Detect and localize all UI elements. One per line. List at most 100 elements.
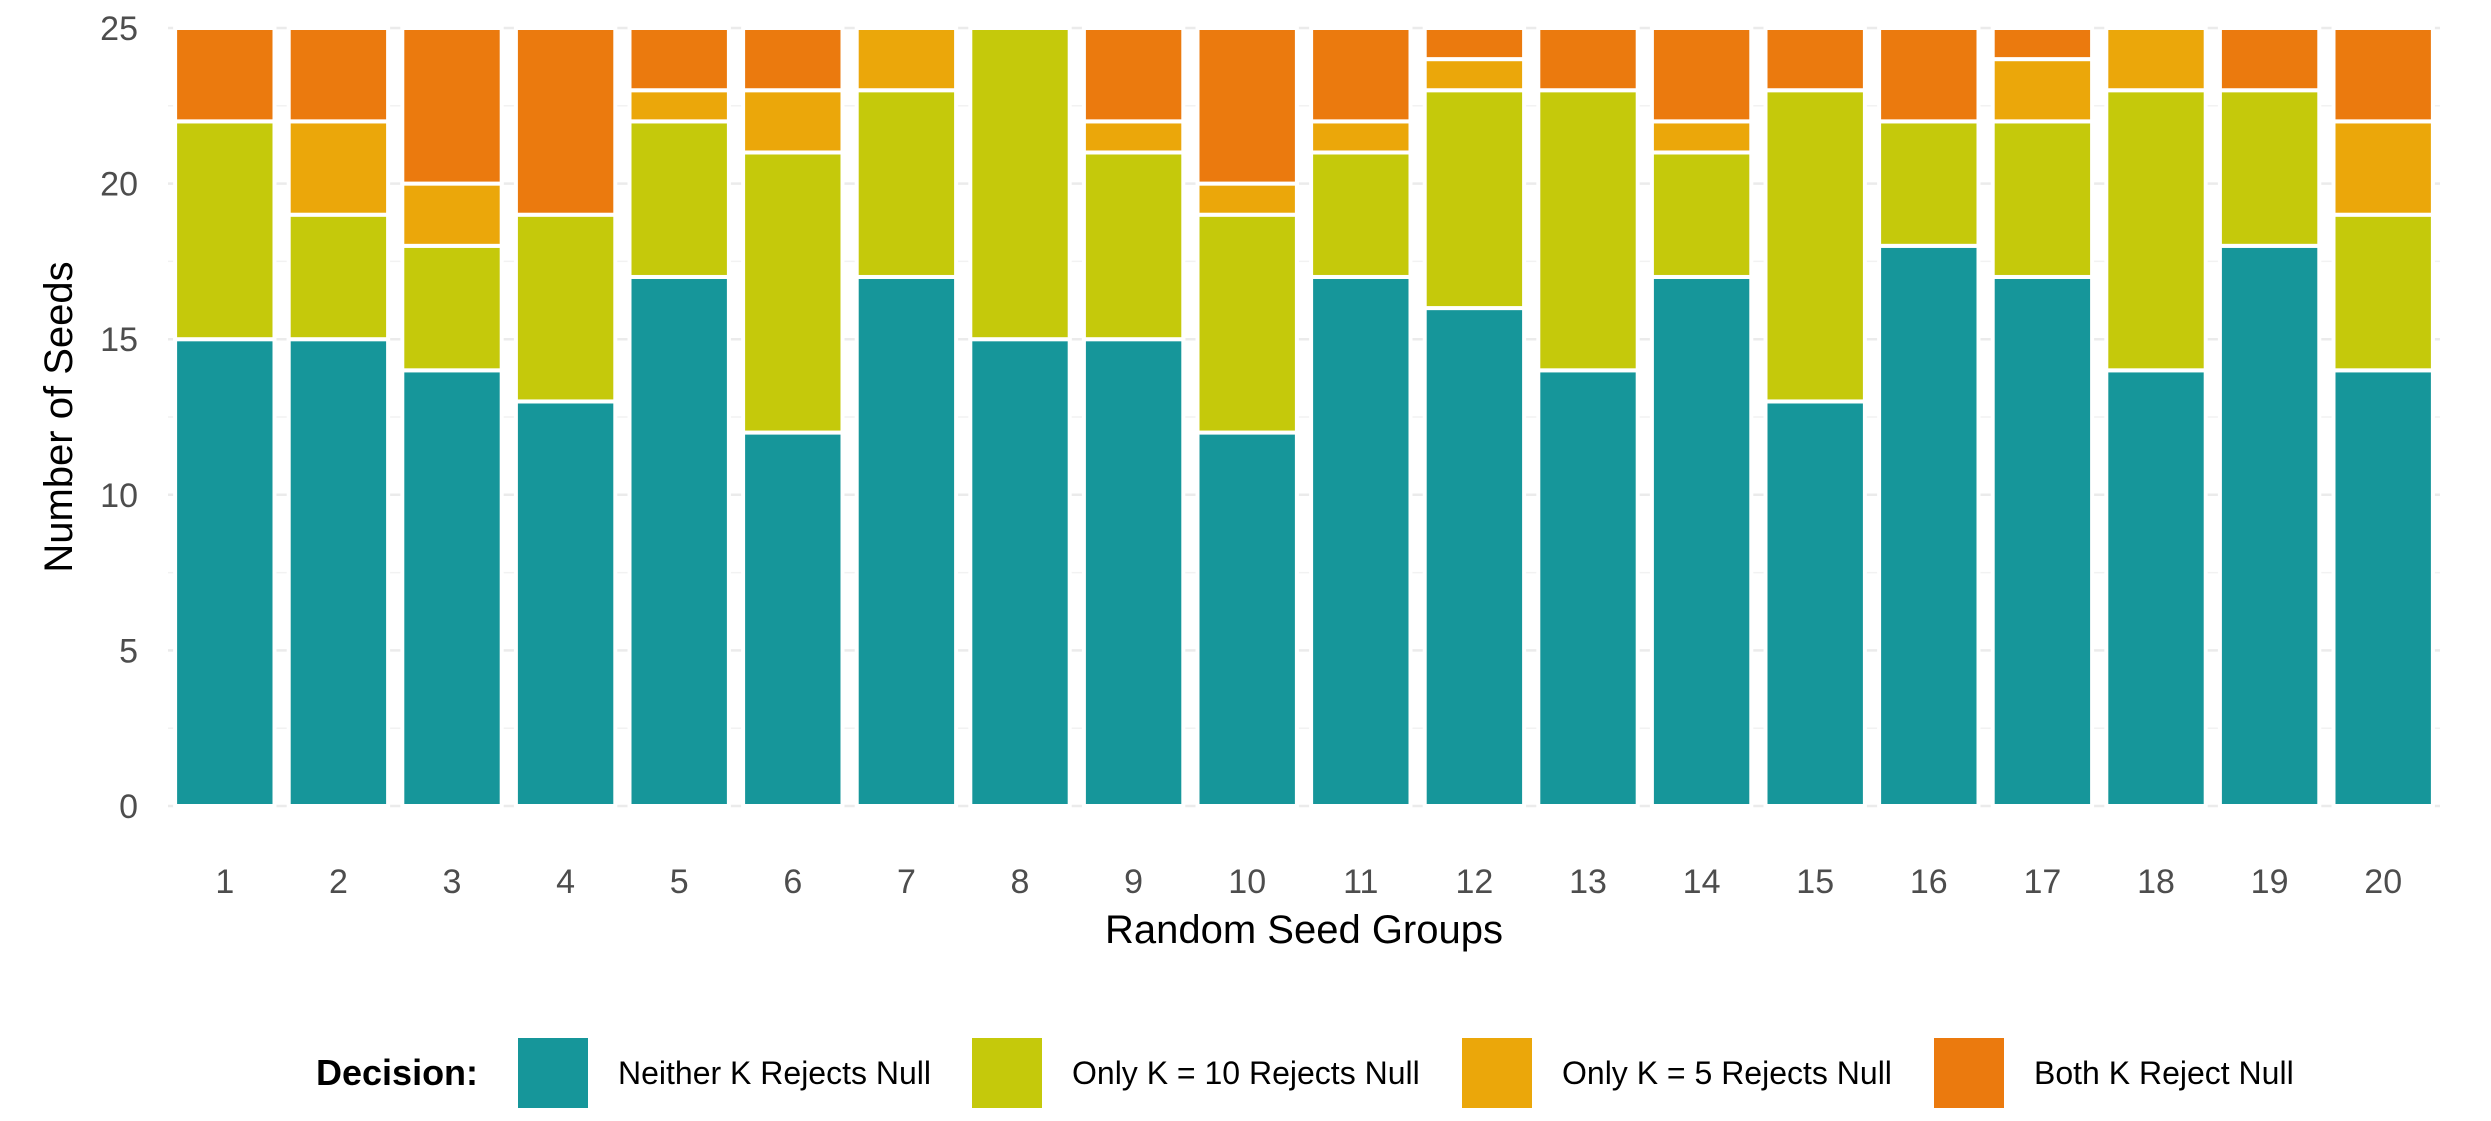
bar-segment-2-group-3 (400, 243, 504, 373)
bar-segment-4-group-5 (627, 26, 731, 93)
bar-segment-3-group-20 (2331, 119, 2435, 217)
bar-segment-3-group-12 (1422, 57, 1527, 93)
y-axis-ticks: 0 5 10 15 20 25 (100, 10, 138, 826)
x-tick-label: 9 (1124, 863, 1143, 901)
bar-segment-1-group-14 (1649, 274, 1754, 808)
x-tick-label: 14 (1683, 863, 1721, 901)
bar-segment-3-group-6 (741, 88, 845, 155)
bar-segment-2-group-17 (1990, 119, 2095, 279)
bar-segment-4-group-2 (286, 26, 391, 124)
bar-segment-1-group-13 (1536, 368, 1640, 808)
bar-segment-3-group-14 (1649, 119, 1754, 155)
bar-segment-1-group-18 (2104, 368, 2208, 808)
bar-segment-1-group-3 (400, 368, 504, 808)
x-tick-label: 8 (1011, 863, 1030, 901)
bar-segment-3-group-18 (2104, 26, 2208, 93)
x-tick-label: 4 (556, 863, 575, 901)
x-tick-label: 13 (1569, 863, 1607, 901)
bar-segment-1-group-8 (968, 337, 1072, 808)
legend-key-1 (518, 1038, 588, 1108)
legend-key-4 (1934, 1038, 2004, 1108)
bar-segment-3-group-9 (1081, 119, 1186, 155)
y-tick-label: 25 (100, 10, 138, 48)
bar-segment-1-group-10 (1195, 430, 1299, 808)
bar-segment-4-group-17 (1990, 26, 2095, 62)
x-tick-label: 2 (329, 863, 348, 901)
bar-segment-4-group-12 (1422, 26, 1527, 62)
bar-segment-2-group-4 (513, 212, 618, 404)
y-tick-label: 20 (100, 166, 138, 204)
bar-segment-4-group-1 (173, 26, 277, 124)
bar-segment-1-group-9 (1081, 337, 1186, 808)
x-tick-label: 12 (1455, 863, 1493, 901)
bar-segment-4-group-10 (1195, 26, 1299, 186)
y-tick-label: 5 (119, 632, 138, 670)
x-tick-label: 18 (2137, 863, 2175, 901)
bar-segment-3-group-11 (1309, 119, 1413, 155)
y-tick-label: 0 (119, 788, 138, 826)
bar-segment-1-group-15 (1763, 399, 1867, 808)
bars-layer (173, 26, 2435, 808)
x-tick-label: 19 (2251, 863, 2289, 901)
x-tick-label: 5 (670, 863, 689, 901)
bar-segment-1-group-19 (2217, 243, 2322, 808)
legend-key-2 (972, 1038, 1042, 1108)
bar-segment-3-group-17 (1990, 57, 2095, 124)
bar-segment-4-group-11 (1309, 26, 1413, 124)
bar-segment-4-group-6 (741, 26, 845, 93)
legend-label-4: Both K Reject Null (2034, 1055, 2294, 1091)
bar-segment-3-group-2 (286, 119, 391, 217)
bar-segment-1-group-4 (513, 399, 618, 808)
bar-segment-2-group-5 (627, 119, 731, 279)
bar-segment-4-group-9 (1081, 26, 1186, 124)
y-axis-title: Number of Seeds (37, 261, 81, 572)
legend-title: Decision: (316, 1052, 478, 1093)
bar-segment-1-group-11 (1309, 274, 1413, 808)
y-tick-label: 10 (100, 477, 138, 515)
bar-segment-2-group-8 (968, 26, 1072, 342)
legend: Decision: Neither K Rejects Null Only K =… (316, 1038, 2294, 1108)
bar-segment-4-group-19 (2217, 26, 2322, 93)
bar-segment-2-group-20 (2331, 212, 2435, 373)
bar-segment-1-group-5 (627, 274, 731, 808)
bar-segment-4-group-16 (1877, 26, 1981, 124)
x-axis-ticks: 1 2 3 4 5 6 7 8 9 10 11 12 13 14 15 16 17 18 19 20 (215, 863, 2402, 901)
bar-segment-1-group-6 (741, 430, 845, 808)
bar-segment-2-group-7 (854, 88, 959, 279)
legend-key-3 (1462, 1038, 1532, 1108)
bar-segment-2-group-9 (1081, 150, 1186, 342)
bar-segment-2-group-11 (1309, 150, 1413, 279)
bar-segment-2-group-16 (1877, 119, 1981, 248)
bar-segment-1-group-12 (1422, 306, 1527, 808)
x-tick-label: 17 (2023, 863, 2061, 901)
bar-segment-4-group-13 (1536, 26, 1640, 93)
bar-segment-3-group-10 (1195, 181, 1299, 217)
bar-segment-1-group-2 (286, 337, 391, 808)
x-tick-label: 3 (443, 863, 462, 901)
bar-segment-3-group-5 (627, 88, 731, 124)
x-tick-label: 11 (1343, 863, 1378, 901)
bar-segment-2-group-15 (1763, 88, 1867, 404)
bar-segment-3-group-3 (400, 181, 504, 248)
bar-segment-4-group-4 (513, 26, 618, 217)
x-tick-label: 1 (215, 863, 234, 901)
bar-segment-4-group-3 (400, 26, 504, 186)
bar-segment-2-group-18 (2104, 88, 2208, 373)
x-tick-label: 10 (1228, 863, 1266, 901)
legend-label-1: Neither K Rejects Null (618, 1055, 931, 1091)
bar-segment-2-group-10 (1195, 212, 1299, 435)
x-tick-label: 7 (897, 863, 916, 901)
bar-segment-1-group-20 (2331, 368, 2435, 808)
x-tick-label: 20 (2364, 863, 2402, 901)
bar-segment-2-group-14 (1649, 150, 1754, 279)
bar-segment-4-group-15 (1763, 26, 1867, 93)
x-axis-title: Random Seed Groups (1105, 908, 1503, 952)
bar-segment-2-group-19 (2217, 88, 2322, 248)
bar-segment-4-group-20 (2331, 26, 2435, 124)
bar-segment-1-group-17 (1990, 274, 2095, 808)
bar-segment-2-group-12 (1422, 88, 1527, 311)
y-tick-label: 15 (100, 321, 138, 359)
x-tick-label: 6 (783, 863, 802, 901)
legend-label-2: Only K = 10 Rejects Null (1072, 1055, 1420, 1091)
